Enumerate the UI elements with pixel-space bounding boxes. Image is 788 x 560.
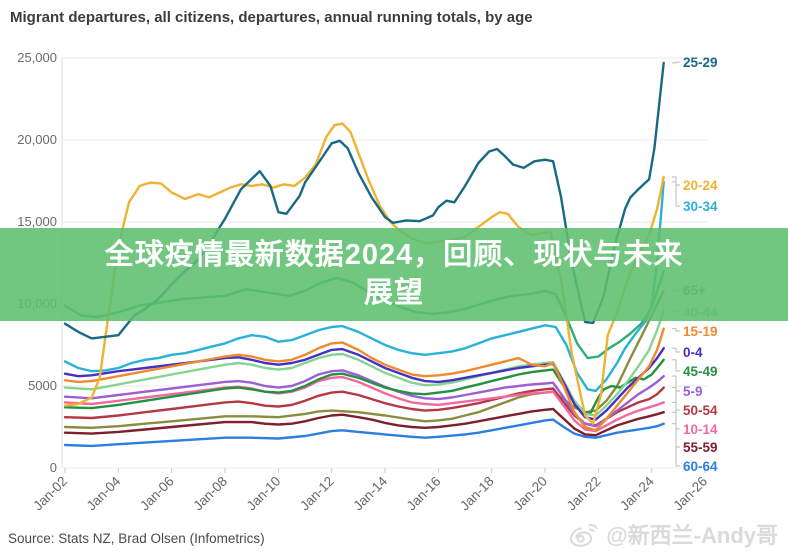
svg-text:Jan-18: Jan-18 — [457, 474, 497, 514]
svg-text:0-4: 0-4 — [683, 345, 703, 360]
svg-text:10-14: 10-14 — [683, 422, 718, 437]
svg-text:Jan-20: Jan-20 — [510, 474, 550, 514]
svg-text:15-19: 15-19 — [683, 324, 718, 339]
svg-text:Jan-04: Jan-04 — [84, 473, 124, 513]
svg-text:Jan-10: Jan-10 — [244, 474, 284, 514]
svg-text:55-59: 55-59 — [683, 440, 718, 455]
svg-text:5-9: 5-9 — [683, 384, 703, 399]
svg-text:5000: 5000 — [28, 378, 57, 393]
svg-text:60-64: 60-64 — [683, 459, 718, 474]
watermark-handle: @新西兰-Andy哥 — [606, 523, 778, 548]
svg-text:Jan-16: Jan-16 — [404, 474, 444, 514]
headline-line1: 全球疫情最新数据2024，回顾、现状与未来 — [104, 239, 684, 272]
chart-title: Migrant departures, all citizens, depart… — [10, 9, 533, 26]
svg-text:Jan-08: Jan-08 — [190, 474, 230, 514]
watermark: @新西兰-Andy哥 — [568, 518, 778, 550]
svg-text:Jan-14: Jan-14 — [350, 473, 390, 513]
source-text: Source: Stats NZ, Brad Olsen (Infometric… — [8, 531, 265, 546]
svg-text:20-24: 20-24 — [683, 178, 718, 193]
svg-text:25-29: 25-29 — [683, 55, 718, 70]
svg-text:0: 0 — [50, 460, 57, 475]
weibo-icon — [570, 524, 599, 547]
headline-overlay-banner: 全球疫情最新数据2024，回顾、现状与未来 展望 — [0, 228, 788, 321]
svg-text:Jan-24: Jan-24 — [617, 473, 657, 513]
svg-text:30-34: 30-34 — [683, 199, 718, 214]
svg-text:Jan-22: Jan-22 — [564, 474, 604, 514]
svg-text:45-49: 45-49 — [683, 364, 718, 379]
svg-text:Jan-26: Jan-26 — [670, 474, 710, 514]
headline-text: 全球疫情最新数据2024，回顾、现状与未来 展望 — [0, 237, 788, 311]
headline-line2: 展望 — [363, 276, 424, 309]
svg-text:15,000: 15,000 — [17, 214, 57, 229]
svg-text:Jan-12: Jan-12 — [297, 474, 337, 514]
svg-text:50-54: 50-54 — [683, 403, 718, 418]
svg-text:20,000: 20,000 — [17, 132, 57, 147]
svg-text:Jan-06: Jan-06 — [137, 474, 177, 514]
svg-text:25,000: 25,000 — [17, 50, 57, 65]
svg-text:Jan-02: Jan-02 — [30, 474, 70, 514]
